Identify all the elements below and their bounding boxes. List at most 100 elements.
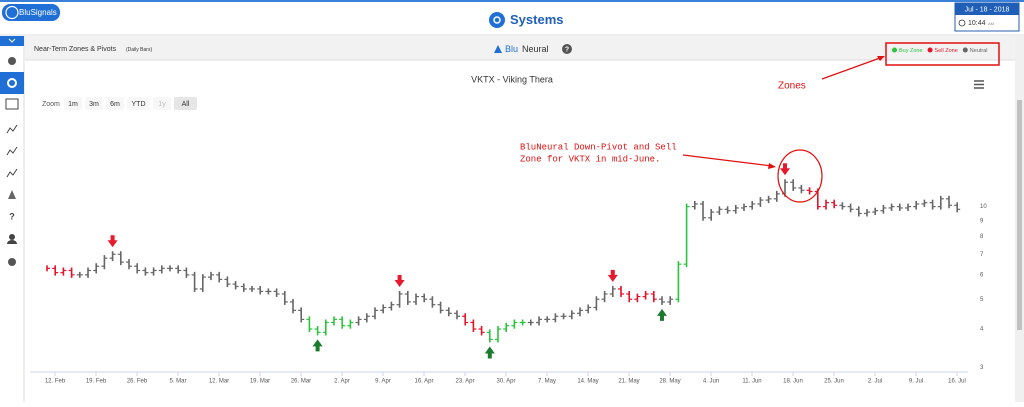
up-pivot [484,346,495,359]
price-bar [732,204,739,214]
zoom-button-label[interactable]: 1y [158,101,166,108]
price-bar [880,204,887,214]
price-bar [757,197,764,207]
price-bar [864,209,870,217]
systems-nav-icon [7,78,17,88]
x-tick-label: 2. Jul [868,379,882,385]
price-bar [495,326,501,343]
x-tick-label: 2. Apr [334,379,350,385]
y-tick-label: 9 [980,218,984,224]
price-bar [68,267,75,278]
price-bar [585,304,592,314]
logo[interactable]: BluSignals [2,4,60,21]
price-bar [724,206,731,214]
help-mark: ? [565,46,569,53]
header-title: Systems [510,12,563,27]
price-bar [577,307,583,317]
price-bar [913,200,920,210]
price-bar [568,310,575,320]
x-tick-label: 9. Jul [909,379,923,385]
zones-note: Zones [778,81,806,92]
price-bar [101,255,108,270]
legend-label[interactable]: Neutral [970,48,988,54]
pivot-note-2: Zone for VKTX in mid-June. [520,154,660,164]
price-bar [888,203,895,211]
price-bar [593,296,600,311]
price-bar [347,319,354,329]
price-bar [536,316,542,326]
x-tick-label: 4. Jun [703,379,719,385]
user-nav[interactable] [9,234,15,240]
zoom-button[interactable] [85,97,103,110]
price-bar [667,296,674,305]
price-bar [896,203,903,211]
zoom-button[interactable] [174,97,197,110]
price-bar [527,319,534,326]
zoom-button[interactable] [106,97,124,110]
dashboard-icon[interactable] [8,57,16,65]
zoom-buttons: 1m 3m 6m YTD 1y All [64,97,197,110]
price-bar [618,285,624,297]
down-pivot [607,269,618,282]
pivot-note-arrowhead [768,163,776,169]
systems-nav-active[interactable] [0,72,24,94]
zoom-button-label[interactable]: All [182,101,190,108]
legend-label[interactable]: Sell Zone [935,48,958,54]
chart-nav-3[interactable] [6,146,18,156]
price-bar [544,316,551,323]
price-bar [929,199,936,210]
price-bar [552,313,559,323]
price-bar [773,190,780,202]
up-pivot [312,339,323,352]
zoom-button-label[interactable]: YTD [132,101,146,108]
zoom-button[interactable] [64,97,82,110]
price-bar [60,267,67,276]
sidebar-toggle[interactable] [0,36,24,46]
x-tick-label: 25. Jun [824,379,844,385]
zoom-button-label[interactable]: 1m [68,101,78,108]
x-tick-label: 9. Apr [375,379,391,385]
zoom-button-label[interactable]: 6m [110,101,120,108]
zoom-button[interactable] [127,97,150,110]
price-bar [831,199,838,209]
price-bar [683,203,690,268]
help-circle[interactable] [562,44,572,54]
price-bar [396,290,403,308]
price-bar [601,290,608,303]
pivot-note-arrow [682,154,773,167]
lab-nav[interactable] [8,190,16,199]
price-bar [281,290,288,305]
pivot-circle [777,149,823,203]
zones-arrow [821,57,881,80]
y-tick-label: 8 [980,234,984,240]
chart-title: VKTX - Viking Thera [471,74,553,84]
brand-icon [494,45,502,53]
price-bar [806,187,813,195]
chart-nav-1[interactable] [5,98,19,110]
price-bar [855,206,862,217]
price-bar [470,319,477,333]
price-bar [872,207,879,216]
help-nav[interactable]: ? [9,211,15,221]
price-bar [716,206,723,216]
chart-nav-4[interactable] [6,168,18,178]
price-bar [839,202,846,210]
price-bar [322,319,329,336]
price-bar [216,271,223,283]
zones-arrowhead [877,56,885,61]
price-bar [650,290,657,303]
chart-nav-2[interactable] [6,124,18,134]
zoom-button-label[interactable]: 3m [89,101,99,108]
legend: Buy Zone Sell Zone Neutral [892,47,988,54]
x-tick-label: 26. Feb [127,379,148,385]
legend-label[interactable]: Buy Zone [899,48,923,54]
top-strip [0,0,1024,2]
chart-menu[interactable] [974,80,984,89]
settings-nav[interactable] [8,258,16,266]
price-bar [823,199,829,210]
zoom-button[interactable] [153,97,171,110]
x-tick-label: 5. Mar [169,379,186,385]
systems-icon-gear [493,16,501,24]
header [0,2,1024,35]
scroll-thumb[interactable] [1017,100,1022,330]
